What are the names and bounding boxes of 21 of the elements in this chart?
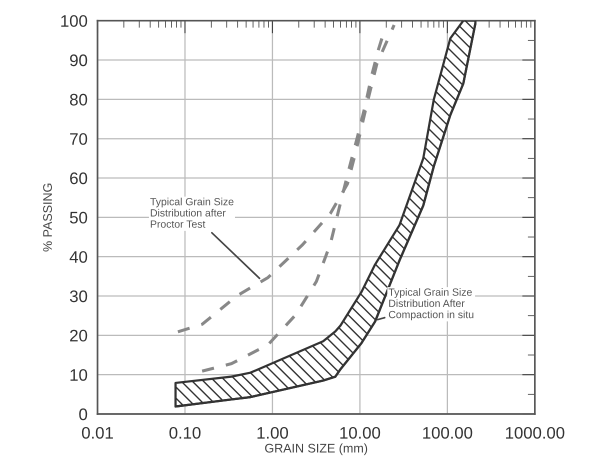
y-tick-label: 0 xyxy=(79,408,88,420)
y-tick-label: 20 xyxy=(70,330,88,342)
y-tick-label: 40 xyxy=(70,251,88,263)
y-tick-label: 80 xyxy=(70,94,88,106)
x-axis-title: GRAIN SIZE (mm) xyxy=(265,443,368,456)
y-tick-label: 70 xyxy=(70,133,88,145)
x-tick-label: 10.00 xyxy=(340,426,380,439)
y-tick-label: 30 xyxy=(70,290,88,302)
y-tick-label: 100 xyxy=(61,15,88,27)
y-tick-label: 60 xyxy=(70,172,88,184)
y-tick-label: 50 xyxy=(70,212,88,224)
x-tick-label: 0.10 xyxy=(169,426,201,439)
x-tick-label: 1.00 xyxy=(258,426,288,439)
y-tick-label: 10 xyxy=(70,369,88,381)
y-axis-title: % PASSING xyxy=(43,184,52,252)
annotation: Typical Grain Size Distribution After Compaction in situ xyxy=(388,288,474,320)
x-tick-label: 0.01 xyxy=(82,426,113,439)
annotation: Typical Grain Size Distribution after Proctor Test xyxy=(150,198,234,228)
x-tick-label: 100.00 xyxy=(423,426,472,439)
x-tick-label: 1000.00 xyxy=(506,426,564,439)
y-tick-label: 90 xyxy=(70,54,88,66)
